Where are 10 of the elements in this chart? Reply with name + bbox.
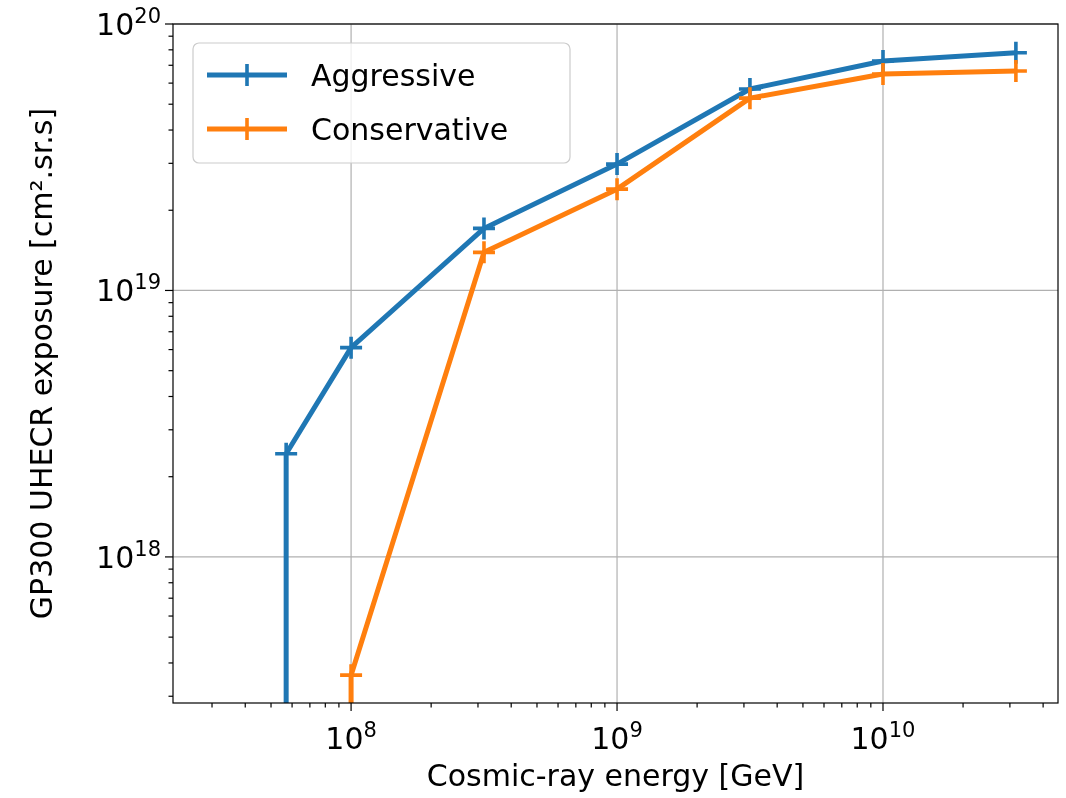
legend-label: Conservative (311, 112, 509, 147)
y-axis-title: GP300 UHECR exposure [cm².sr.s] (24, 107, 59, 620)
y-tick-label: 10$^{19}$ (96, 270, 161, 309)
x-tick-label: 10$^{9}$ (591, 718, 643, 756)
x-axis-title: Cosmic-ray energy [GeV] (426, 758, 805, 793)
y-tick-label: 10$^{18}$ (96, 536, 161, 575)
x-tick-label: 10$^{8}$ (325, 718, 377, 756)
legend-label: Aggressive (311, 58, 476, 93)
y-tick-label: 10$^{20}$ (96, 4, 161, 42)
x-tick-label: 10$^{10}$ (850, 718, 916, 756)
